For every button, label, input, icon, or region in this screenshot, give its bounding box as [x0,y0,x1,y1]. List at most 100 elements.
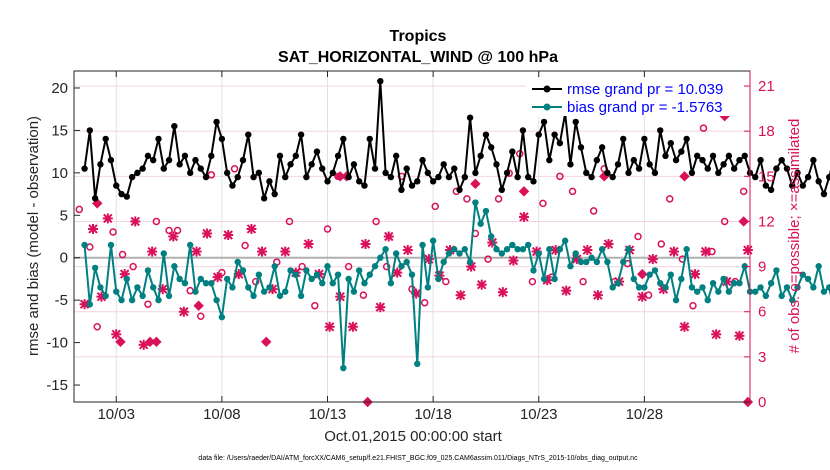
rmse-point [704,165,711,172]
rmse-point [488,144,495,151]
x-tick-label: 10/03 [97,406,135,423]
rmse-point [767,186,775,194]
rmse-point [577,144,585,151]
plot-area [73,70,751,403]
bias-point [102,292,109,300]
rmse-point [160,165,167,172]
bias-point [709,279,717,287]
rmse-point [509,148,516,155]
rmse-point [804,173,812,181]
obs-possible-marker [442,277,450,286]
bias-point [424,284,432,291]
rmse-point [324,178,331,185]
bias-point [171,263,178,270]
obs-diamond-marker [115,336,126,348]
rmse-point [530,178,537,185]
rmse-point [171,122,178,130]
obs-possible-marker [665,195,674,203]
rmse-point [503,169,511,177]
obs-assimilated-marker [168,231,179,242]
bias-point [371,263,379,270]
bias-point [197,275,204,283]
series-layer [81,77,830,372]
bias-point [429,237,437,244]
rmse-point [245,131,252,138]
x-axis-label: Oct.01,2015 00:00:00 start [324,428,502,445]
rmse-point [614,161,622,168]
rmse-point [789,182,796,189]
obs-possible-marker [382,262,391,271]
bias-point [778,292,785,300]
bias-point [820,288,828,295]
obs-possible-marker [152,217,161,226]
obs-possible-marker [528,277,537,286]
rmse-point [255,169,263,177]
obs-assimilated-marker [88,223,99,234]
rmse-point [128,173,136,181]
bias-point [155,296,162,304]
bias-point [783,284,791,291]
bias-point [651,267,659,274]
bias-point [810,284,817,291]
obs-diamond-marker [261,336,272,348]
obs-layer [75,110,754,408]
obs-assimilated-marker [603,239,614,250]
obs-possible-marker [241,241,249,250]
bias-point [392,250,400,257]
rmse-point [97,161,104,168]
rmse-point [498,186,505,194]
bias-point [720,275,727,283]
bias-point [218,313,226,321]
rmse-point [657,127,664,134]
bias-point [319,279,326,287]
data-file-footnote: data file: /Users/raeder/DAI/ATM_forcXX/… [198,455,638,462]
rmse-point [197,165,204,172]
rmse-point [456,186,463,194]
bias-point [192,288,199,295]
bias-point [208,279,215,287]
obs-diamond-marker [518,186,530,197]
obs-diamond-marker [470,178,481,190]
obs-possible-marker [644,291,653,299]
chart-subtitle: SAT_HORIZONTAL_WIND @ 100 hPa [278,49,558,66]
y-right-tick-label: 15 [758,168,775,185]
obs-assimilated-marker [178,306,189,317]
bias-point [488,233,495,240]
bias-point [419,241,426,249]
obs-diamond-marker [679,171,690,182]
bias-point [202,279,210,287]
rmse-point [435,173,442,181]
rmse-point [583,169,590,177]
rmse-point [730,165,738,172]
rmse-point [377,77,384,85]
rmse-point [810,156,817,164]
y-axis-right-label: # of obs: o=possible; ×=assimilated [786,119,803,354]
obs-possible-marker [298,262,306,271]
legend-rmse-label: rmse grand pr = 10.039 [567,81,723,98]
rmse-point [308,161,315,168]
rmse-point [192,156,199,164]
obs-possible-marker [579,277,587,286]
bias-point [223,275,231,283]
bias-point [815,263,822,270]
legend-bias-marker [543,103,551,111]
rmse-point [445,173,453,181]
obs-assimilated-marker [679,321,690,332]
rmse-point [260,195,268,202]
rmse-point [472,169,479,177]
bias-point [773,267,780,274]
bias-point [535,250,542,257]
obs-assimilated-marker [303,239,314,250]
bias-point [382,246,389,253]
obs-assimilated-marker [246,223,257,234]
y-tick-label: -10 [46,335,68,352]
rmse-point [799,182,807,189]
obs-possible-marker [720,217,729,226]
bias-point [546,246,553,253]
obs-possible-marker [463,195,471,203]
rmse-point [329,169,336,177]
bias-point [509,241,516,249]
rmse-point [176,161,183,168]
rmse-point [414,178,421,185]
rmse-point [593,156,601,164]
